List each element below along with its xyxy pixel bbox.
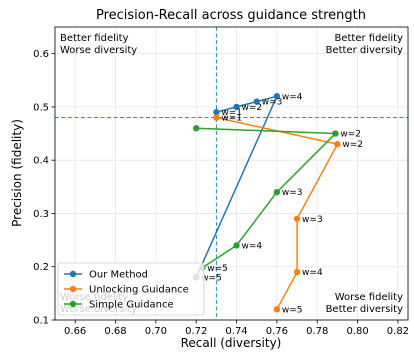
point-label: w=2 <box>342 140 363 150</box>
point-label: w=1 <box>221 108 242 118</box>
point-label: w=4 <box>302 268 323 278</box>
legend-label: Our Method <box>89 270 148 281</box>
data-point <box>293 268 301 276</box>
legend-swatch-marker <box>69 270 77 278</box>
reference-lines <box>55 27 408 320</box>
y-tick-label: 0.6 <box>33 49 49 60</box>
corner-label-top-right: Better fidelity <box>335 33 404 44</box>
legend-label: Unlocking Guidance <box>89 285 189 296</box>
x-tick-label: 0.72 <box>185 326 207 337</box>
data-point <box>273 306 281 313</box>
x-tick-label: 0.68 <box>104 326 126 337</box>
data-point <box>334 141 341 148</box>
point-labels: w=5w=4w=3w=2w=1w=1w=2w=3w=4w=5w=2w=3w=4w… <box>201 92 363 315</box>
x-tick-label: 0.76 <box>266 326 288 337</box>
x-tick-label: 0.78 <box>306 326 328 337</box>
point-label: w=2 <box>340 130 361 140</box>
chart-title: Precision-Recall across guidance strengt… <box>96 8 366 23</box>
data-point <box>213 114 220 121</box>
data-point <box>332 130 339 137</box>
data-point <box>233 103 240 111</box>
y-tick-label: 0.3 <box>33 209 49 220</box>
legend-swatch-marker <box>69 300 77 308</box>
data-point <box>213 109 220 116</box>
y-axis-label: Precision (fidelity) <box>10 119 24 227</box>
point-label: w=3 <box>282 188 303 198</box>
point-label: w=2 <box>242 103 263 113</box>
x-tick-label: 0.66 <box>64 326 86 337</box>
y-tick-label: 0.5 <box>33 102 49 113</box>
series-layer <box>193 93 341 313</box>
plot-frame <box>54 26 409 321</box>
point-label: w=5 <box>207 264 228 274</box>
data-point <box>293 215 301 222</box>
legend: Our Method Unlocking Guidance Simple Guida… <box>57 262 205 316</box>
y-tick-label: 0.4 <box>33 156 49 167</box>
corner-label-top-left: Better fidelity <box>60 33 129 44</box>
data-point <box>253 98 260 105</box>
corner-label-bottom-right: Better diversity <box>326 304 404 315</box>
x-tick-label: 0.74 <box>225 326 247 337</box>
point-label: w=1 <box>221 114 242 124</box>
corner-label-top-left: Worse diversity <box>60 45 137 56</box>
x-tick-label: 0.80 <box>346 326 368 337</box>
data-point <box>273 188 281 196</box>
point-label: w=5 <box>201 273 222 283</box>
point-label: w=3 <box>262 98 283 108</box>
point-label: w=5 <box>282 305 303 315</box>
series-line <box>196 127 338 269</box>
data-point <box>233 242 240 249</box>
legend-box <box>57 262 205 316</box>
data-point <box>273 93 281 100</box>
y-tick-label: 0.2 <box>33 262 49 273</box>
x-tick-label: 0.82 <box>387 326 409 337</box>
corner-label-top-right: Better diversity <box>326 45 404 56</box>
x-axis-label: Recall (diversity) <box>181 336 282 350</box>
axis-ticks: 0.66 0.68 0.70 0.72 0.74 0.76 0.78 0.80 0.82 0.1 0… <box>33 49 409 337</box>
point-label: w=4 <box>242 241 263 251</box>
point-label: w=3 <box>302 215 323 225</box>
point-label: w=4 <box>282 92 303 102</box>
legend-swatch-marker <box>69 285 77 293</box>
legend-label: Simple Guidance <box>89 300 174 311</box>
y-tick-label: 0.1 <box>33 316 49 327</box>
data-point <box>193 125 200 132</box>
x-tick-label: 0.70 <box>145 326 167 337</box>
corner-label-bottom-right: Worse fidelity <box>335 292 403 303</box>
